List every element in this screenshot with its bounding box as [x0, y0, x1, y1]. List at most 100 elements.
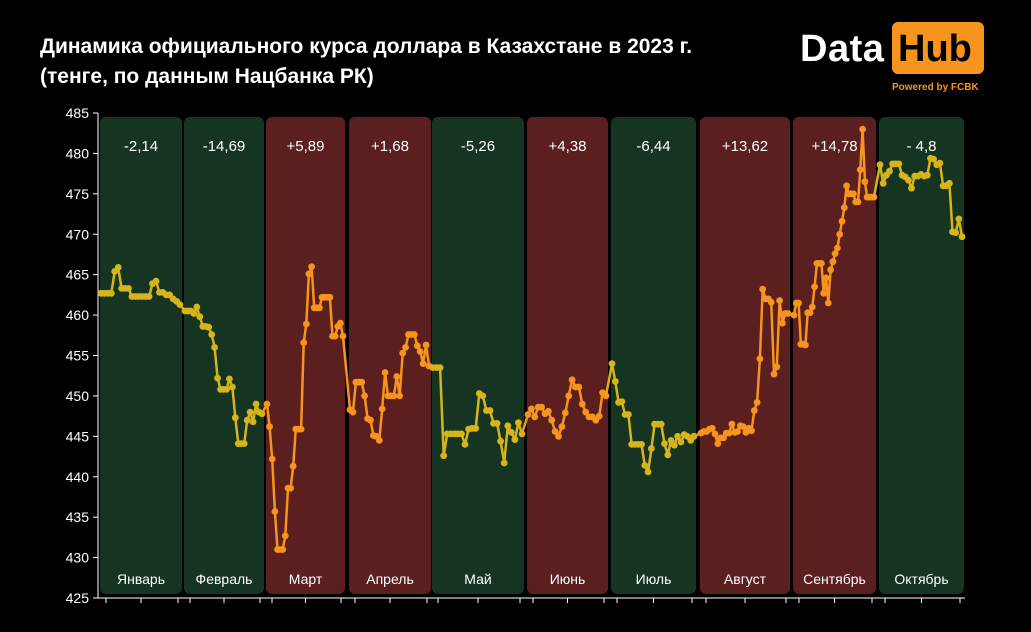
y-tick-label: 450 [66, 388, 90, 404]
data-point [831, 250, 839, 257]
month-panel [432, 117, 524, 594]
data-point [440, 452, 448, 460]
data-point [958, 233, 966, 241]
data-point [876, 161, 884, 169]
data-point [419, 360, 427, 367]
data-point [226, 375, 233, 383]
data-point [114, 264, 122, 271]
data-point [246, 408, 254, 416]
axes: 425 430 435 440 445 450 455 460 465 470 475 480 485 [66, 105, 965, 606]
data-point [808, 303, 816, 311]
data-point [472, 424, 480, 432]
data-point [767, 298, 775, 306]
y-tick-label: 475 [66, 186, 90, 202]
data-point [739, 423, 747, 430]
data-point [193, 303, 201, 311]
data-point [608, 360, 616, 367]
data-point [625, 411, 632, 418]
y-tick-label: 485 [66, 105, 90, 121]
data-point [644, 468, 652, 476]
series-lines [97, 125, 966, 553]
month-name-label: Март [289, 571, 323, 587]
data-point [561, 409, 569, 417]
data-point [305, 270, 313, 278]
data-point [361, 392, 368, 400]
month-change-label: +13,62 [722, 138, 768, 155]
data-point [281, 532, 289, 540]
datahub-logo: Data Hub Powered by FCBK [800, 20, 986, 96]
data-point [854, 198, 862, 206]
data-point [531, 413, 539, 421]
data-point [107, 289, 115, 297]
data-point [524, 411, 532, 418]
data-point [416, 348, 424, 355]
data-point [811, 283, 818, 291]
data-point [795, 299, 802, 307]
data-point [240, 440, 248, 447]
data-point [190, 310, 198, 317]
y-tick-label: 460 [66, 307, 90, 323]
data-point [486, 407, 494, 414]
data-point [544, 407, 552, 415]
data-point [759, 285, 767, 293]
data-point [595, 412, 603, 420]
month-panels [100, 117, 964, 594]
data-point [565, 392, 573, 400]
data-point [538, 403, 545, 411]
data-point [393, 373, 401, 380]
month-name-label: Январь [117, 571, 165, 587]
data-point [396, 392, 404, 400]
month-panel [100, 117, 182, 594]
month-change-label: +4,38 [549, 138, 587, 155]
data-point [411, 331, 418, 338]
data-point [879, 179, 887, 187]
data-point [271, 508, 279, 515]
data-point [316, 304, 323, 312]
data-point [770, 370, 778, 378]
month-change-label: -2,14 [124, 138, 158, 155]
data-point [886, 167, 893, 175]
data-point [231, 414, 239, 422]
title-line-2: (тенге, по данным Нацбанка РК) [40, 65, 374, 88]
data-point [850, 190, 857, 198]
data-point [249, 418, 257, 426]
data-point [568, 376, 576, 384]
data-point [266, 423, 273, 430]
data-point [714, 440, 722, 447]
data-point [399, 349, 407, 357]
data-point [263, 400, 271, 408]
data-point [436, 364, 444, 371]
y-tick-label: 430 [66, 550, 90, 566]
data-point [223, 386, 230, 393]
data-point [756, 355, 764, 363]
month-name-label: Сентябрь [803, 571, 866, 587]
data-point [802, 341, 809, 349]
month-change-label: +1,68 [371, 138, 409, 155]
data-point [252, 400, 260, 408]
data-point [578, 400, 586, 408]
logo-powered-by: Powered by FCBK [892, 82, 979, 93]
data-point [905, 176, 912, 184]
data-point [725, 429, 733, 437]
data-point [952, 229, 960, 237]
y-tick-label: 440 [66, 469, 90, 485]
data-point [297, 425, 305, 433]
data-point [790, 311, 798, 319]
data-point [196, 313, 204, 321]
month-panel [527, 117, 608, 594]
month-labels: -2,14 Январь -14,69 Февраль +5,89 Март +1,68 Ап… [117, 138, 949, 587]
y-tick-label: 425 [66, 590, 90, 606]
data-point [575, 383, 583, 391]
data-point [748, 427, 755, 435]
data-point [302, 320, 310, 328]
data-point [367, 416, 374, 424]
data-point [390, 392, 398, 400]
data-point [827, 266, 834, 274]
data-point [582, 408, 590, 416]
data-point [308, 263, 315, 270]
data-point [750, 407, 758, 414]
data-point [125, 285, 132, 292]
data-point [908, 184, 915, 192]
month-name-label: Июль [636, 571, 672, 587]
